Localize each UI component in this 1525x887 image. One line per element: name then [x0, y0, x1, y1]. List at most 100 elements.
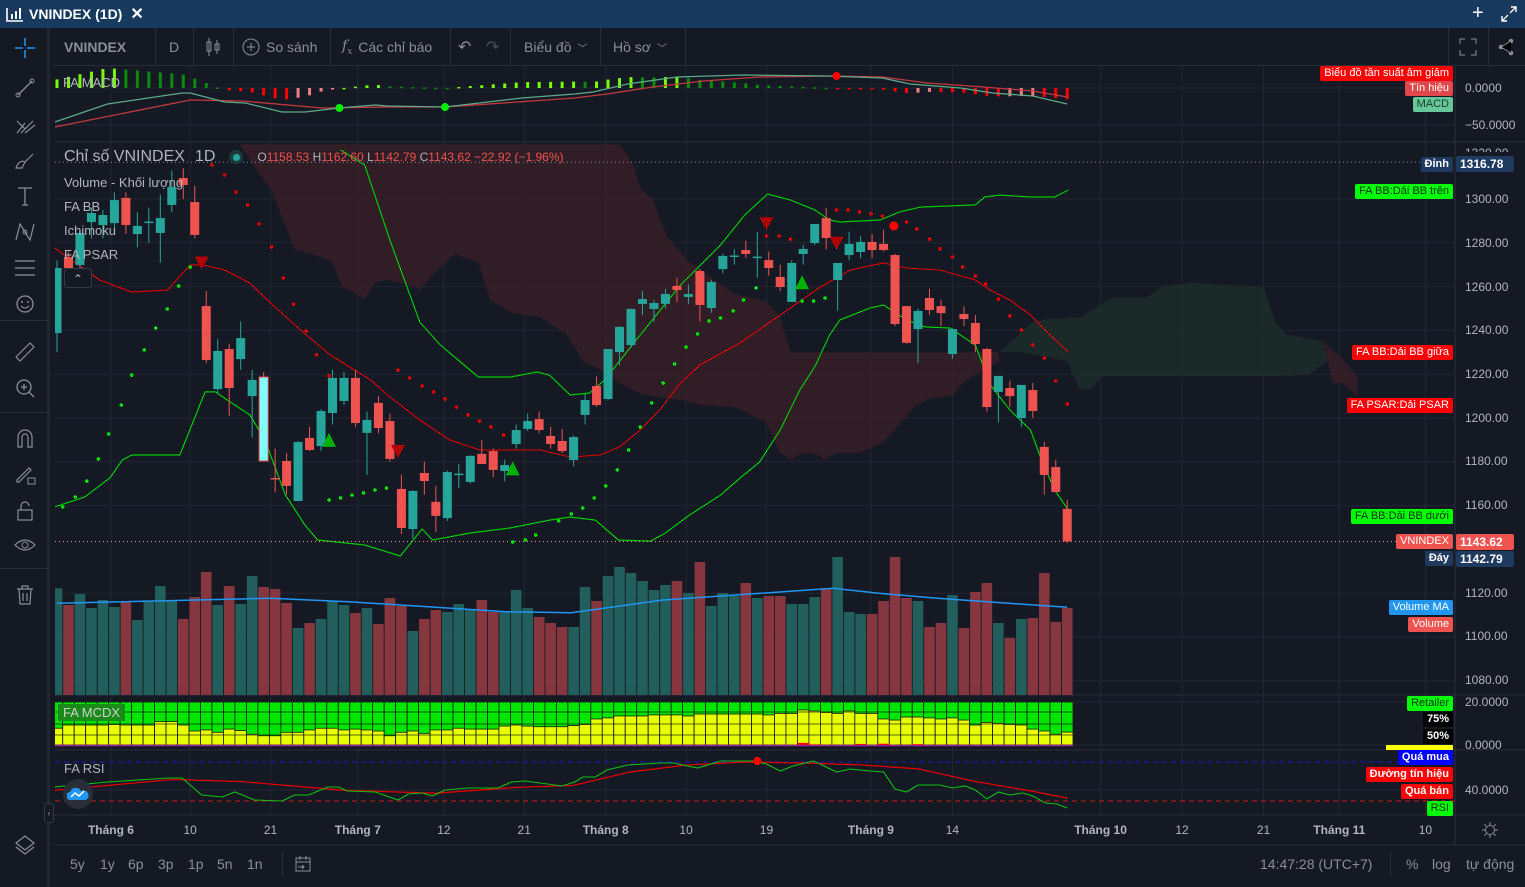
volume-bar [924, 627, 935, 695]
toolbar-divider [1488, 28, 1489, 66]
macd-histogram-badge: Biểu đồ tần suất âm giảm [1320, 66, 1453, 81]
volume-bar [740, 583, 752, 695]
overbought-badge: Quá mua [1397, 750, 1453, 765]
compare-button[interactable]: So sánh [242, 28, 317, 66]
pitchfork-icon[interactable] [13, 113, 37, 137]
brush-icon[interactable] [13, 148, 37, 172]
range-5y[interactable]: 5y [70, 856, 85, 872]
chart-type-button[interactable] [205, 28, 221, 66]
volume-bar [889, 557, 901, 695]
crosshair-icon[interactable] [13, 36, 37, 60]
volume-bar [235, 604, 246, 695]
axis-settings-icon[interactable] [1482, 822, 1498, 838]
trend-line-icon[interactable] [13, 76, 37, 100]
psar-dot [973, 274, 978, 278]
range-1y[interactable]: 1y [100, 856, 115, 872]
interval-button[interactable]: D [169, 28, 179, 66]
mcdx-retailer-bar [820, 711, 833, 746]
volume-bar [350, 613, 361, 695]
range-3m[interactable]: 3p [158, 856, 174, 872]
volume-bar [223, 586, 235, 695]
macd-histogram-bar [836, 88, 840, 90]
trash-icon[interactable] [13, 583, 37, 607]
bb-lower-badge: FA BB:Dải BB dưới [1350, 509, 1453, 524]
range-1m[interactable]: 1p [188, 856, 204, 872]
psar-dot [210, 163, 214, 167]
volume-bar [487, 612, 499, 695]
candle-body [982, 349, 992, 408]
layers-icon[interactable] [13, 833, 37, 857]
psar-dot [454, 405, 459, 409]
legend-fa-psar[interactable]: FA PSAR [64, 247, 119, 262]
macd-histogram-bar [388, 86, 392, 88]
redo-button[interactable]: ↷ [486, 28, 499, 66]
peak-badge: Đỉnh [1420, 157, 1453, 172]
mcdx-axis-label: 0.0000 [1465, 738, 1502, 752]
mcdx-pane-title[interactable]: FA MCDX [58, 704, 126, 721]
toolbar-divider [193, 28, 194, 66]
expand-icon[interactable] [1500, 5, 1518, 23]
volume-bar [556, 627, 568, 695]
share-icon[interactable] [1497, 38, 1515, 56]
zoom-in-icon[interactable] [13, 376, 37, 400]
candle-body [523, 421, 533, 429]
profile-menu-button[interactable]: Hồ sơ ﹀ [613, 28, 667, 66]
candle-body [741, 250, 751, 254]
eye-icon[interactable] [13, 533, 37, 557]
log-scale-toggle[interactable]: log [1432, 856, 1451, 872]
psar-dot [176, 284, 181, 288]
macd-histogram-bar [193, 78, 197, 88]
chart-menu-button[interactable]: Biểu đồ ﹀ [524, 28, 587, 66]
time-axis-label: 10 [183, 823, 197, 837]
macd-histogram-bar [158, 72, 162, 88]
volume-bar [499, 612, 511, 695]
range-6m[interactable]: 6p [128, 856, 144, 872]
legend-ichimoku[interactable]: Ichimoku [64, 223, 117, 238]
undo-button[interactable]: ↶ [458, 28, 471, 66]
candle-body [729, 255, 739, 258]
range-5d[interactable]: 5n [217, 856, 233, 872]
legend-volume[interactable]: Volume - Khối lượng [64, 175, 184, 190]
legend-fa-bb[interactable]: FA BB [64, 199, 101, 214]
volume-bar [797, 604, 809, 695]
macd-histogram-bar [905, 88, 909, 93]
unlock-icon[interactable] [13, 499, 37, 523]
mcdx-retailer-bar [372, 730, 385, 746]
macd-signal-badge: Tín hiệu [1405, 81, 1453, 96]
fib-levels-icon[interactable] [13, 256, 37, 280]
macd-pane-title[interactable]: FA MACD [63, 75, 121, 90]
ruler-icon[interactable] [13, 340, 37, 364]
close-tab-button[interactable]: ✕ [130, 6, 144, 23]
candle-body [798, 248, 808, 254]
fullscreen-icon[interactable] [1459, 38, 1477, 56]
volume-bar [866, 614, 878, 695]
auto-scale-toggle[interactable]: tự động [1466, 856, 1515, 872]
emoji-icon[interactable] [13, 292, 37, 316]
collapse-legend-button[interactable]: ⌃ [64, 268, 92, 288]
price-axis-label: 1280.00 [1465, 236, 1509, 250]
candle-body [144, 221, 154, 224]
volume-bar [212, 605, 224, 695]
pattern-icon[interactable] [13, 220, 37, 244]
add-window-button[interactable]: + [1472, 2, 1484, 24]
price-axis-label: 1100.00 [1465, 629, 1508, 643]
text-tool-icon[interactable] [13, 184, 37, 208]
rsi-pane-title[interactable]: FA RSI [64, 761, 105, 776]
macd-histogram-bar [560, 81, 564, 88]
macd-histogram-bar [526, 82, 530, 88]
percent-scale-toggle[interactable]: % [1406, 856, 1419, 872]
volume-bar [132, 620, 143, 695]
indicators-button[interactable]: fx Các chỉ báo [342, 28, 432, 66]
bb-upper-line [340, 149, 1069, 396]
symbol-search-button[interactable]: VNINDEX [64, 28, 126, 66]
psar-dot [269, 245, 274, 249]
price-axis-label: 1320.00 [1465, 146, 1508, 152]
lock-drawing-icon[interactable] [13, 462, 37, 486]
goto-date-icon[interactable] [294, 855, 312, 873]
range-1d[interactable]: 1n [247, 856, 263, 872]
collapse-sidebar-handle[interactable]: ‹ [44, 803, 54, 823]
magnet-icon[interactable] [13, 426, 37, 450]
macd-histogram-bar [744, 83, 748, 88]
toolbar-divider [0, 568, 50, 569]
